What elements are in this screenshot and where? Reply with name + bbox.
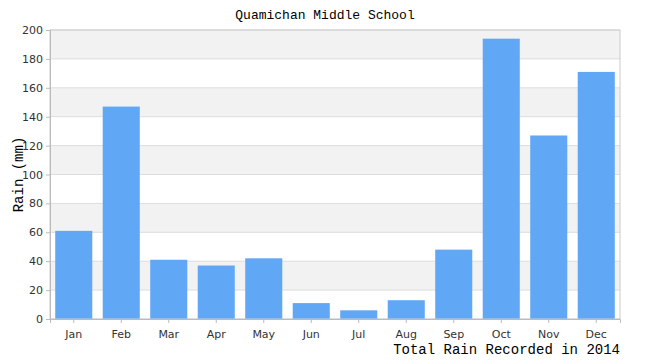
- y-tick: 20: [29, 284, 50, 297]
- plot-background: [50, 30, 620, 319]
- bar: [150, 260, 187, 319]
- x-tick: Nov: [538, 319, 560, 341]
- bar: [340, 310, 377, 319]
- y-tick-mark: [46, 290, 50, 291]
- y-tick-label: 140: [22, 111, 43, 124]
- x-tick: Feb: [112, 319, 131, 341]
- y-tick-mark: [46, 319, 50, 320]
- bar: [103, 107, 140, 319]
- y-tick-label: 40: [29, 255, 43, 268]
- y-tick: 60: [29, 226, 50, 239]
- plot: 020406080100120140160180200JanFebMarAprM…: [22, 24, 621, 341]
- y-tick-mark: [46, 232, 50, 233]
- bar: [198, 266, 235, 319]
- x-tick-label: Oct: [492, 328, 512, 341]
- x-tick-label: Aug: [396, 328, 417, 341]
- bar: [293, 303, 330, 319]
- y-tick-label: 200: [22, 24, 43, 37]
- y-tick: 40: [29, 255, 50, 268]
- grid: [50, 30, 620, 319]
- x-tick-label: Feb: [112, 328, 131, 341]
- y-tick-mark: [46, 203, 50, 204]
- x-tick: Sep: [443, 319, 464, 341]
- bar: [388, 300, 425, 319]
- x-tick-mark: [548, 319, 549, 323]
- y-tick-mark: [46, 30, 50, 31]
- y-tick-mark: [46, 175, 50, 176]
- x-tick-label: Jan: [64, 328, 82, 341]
- x-tick-mark: [501, 319, 502, 323]
- y-tick-mark: [46, 261, 50, 262]
- y-tick: 160: [22, 82, 50, 95]
- x-tick-mark: [121, 319, 122, 323]
- y-tick-mark: [46, 146, 50, 147]
- x-tick: Apr: [207, 319, 227, 341]
- y-tick-label: 0: [36, 313, 43, 326]
- x-tick-mark: [263, 319, 264, 323]
- x-tick-mark: [311, 319, 312, 323]
- y-tick: 200: [22, 24, 50, 37]
- x-axis-title: Total Rain Recorded in 2014: [393, 342, 620, 358]
- x-tick-mark: [168, 319, 169, 323]
- x-tick: Jul: [351, 319, 365, 341]
- y-tick: 140: [22, 111, 50, 124]
- x-tick: Aug: [396, 319, 417, 341]
- bar: [530, 135, 567, 319]
- x-tick: Oct: [492, 319, 512, 341]
- y-tick-label: 160: [22, 82, 43, 95]
- x-tick: Mar: [158, 319, 179, 341]
- bar: [483, 39, 520, 319]
- bar: [245, 258, 282, 319]
- x-tick-mark: [453, 319, 454, 323]
- y-tick-mark: [46, 117, 50, 118]
- x-tick-label: Nov: [538, 328, 560, 341]
- x-tick: Dec: [586, 319, 607, 341]
- grid-band: [50, 30, 620, 59]
- y-tick: 180: [22, 53, 50, 66]
- x-tick-mark: [596, 319, 597, 323]
- bar: [435, 250, 472, 319]
- y-tick-label: 60: [29, 226, 43, 239]
- x-tick: Jun: [302, 319, 320, 341]
- x-tick-mark: [406, 319, 407, 323]
- x-tick-label: Jul: [351, 328, 365, 341]
- x-axis: Jan Feb Mar Apr May Jun Jul Aug Sep Oct Nov Dec: [51, 319, 621, 341]
- y-axis-line: [46, 31, 51, 320]
- x-tick-label: Jun: [302, 328, 320, 341]
- bars: [55, 39, 615, 319]
- y-tick-mark: [46, 59, 50, 60]
- x-axis-line: [51, 320, 621, 324]
- title: Quamichan Middle School: [235, 8, 415, 23]
- x-tick-mark: [73, 319, 74, 323]
- x-tick-mark: [216, 319, 217, 323]
- y-axis-title: Rain (mm): [11, 137, 27, 213]
- bar: [578, 72, 615, 319]
- plot-frame: [50, 30, 620, 319]
- y-tick-mark: [46, 88, 50, 89]
- x-tick-mark: [358, 319, 359, 323]
- y-tick: 80: [29, 197, 50, 210]
- bar: [55, 231, 92, 319]
- x-tick-label: Sep: [443, 328, 464, 341]
- y-tick-label: 80: [29, 197, 43, 210]
- x-tick-label: Mar: [158, 328, 179, 341]
- grid-line: [50, 58, 620, 59]
- x-tick-label: Dec: [586, 328, 607, 341]
- x-tick: Jan: [64, 319, 82, 341]
- grid-line: [50, 87, 620, 88]
- x-tick: May: [252, 319, 275, 341]
- x-tick-label: Apr: [207, 328, 227, 341]
- y-tick: 0: [36, 313, 50, 326]
- chart: 020406080100120140160180200JanFebMarAprM…: [0, 0, 650, 360]
- x-tick-label: May: [252, 328, 275, 341]
- y-tick-label: 20: [29, 284, 43, 297]
- y-tick-label: 180: [22, 53, 43, 66]
